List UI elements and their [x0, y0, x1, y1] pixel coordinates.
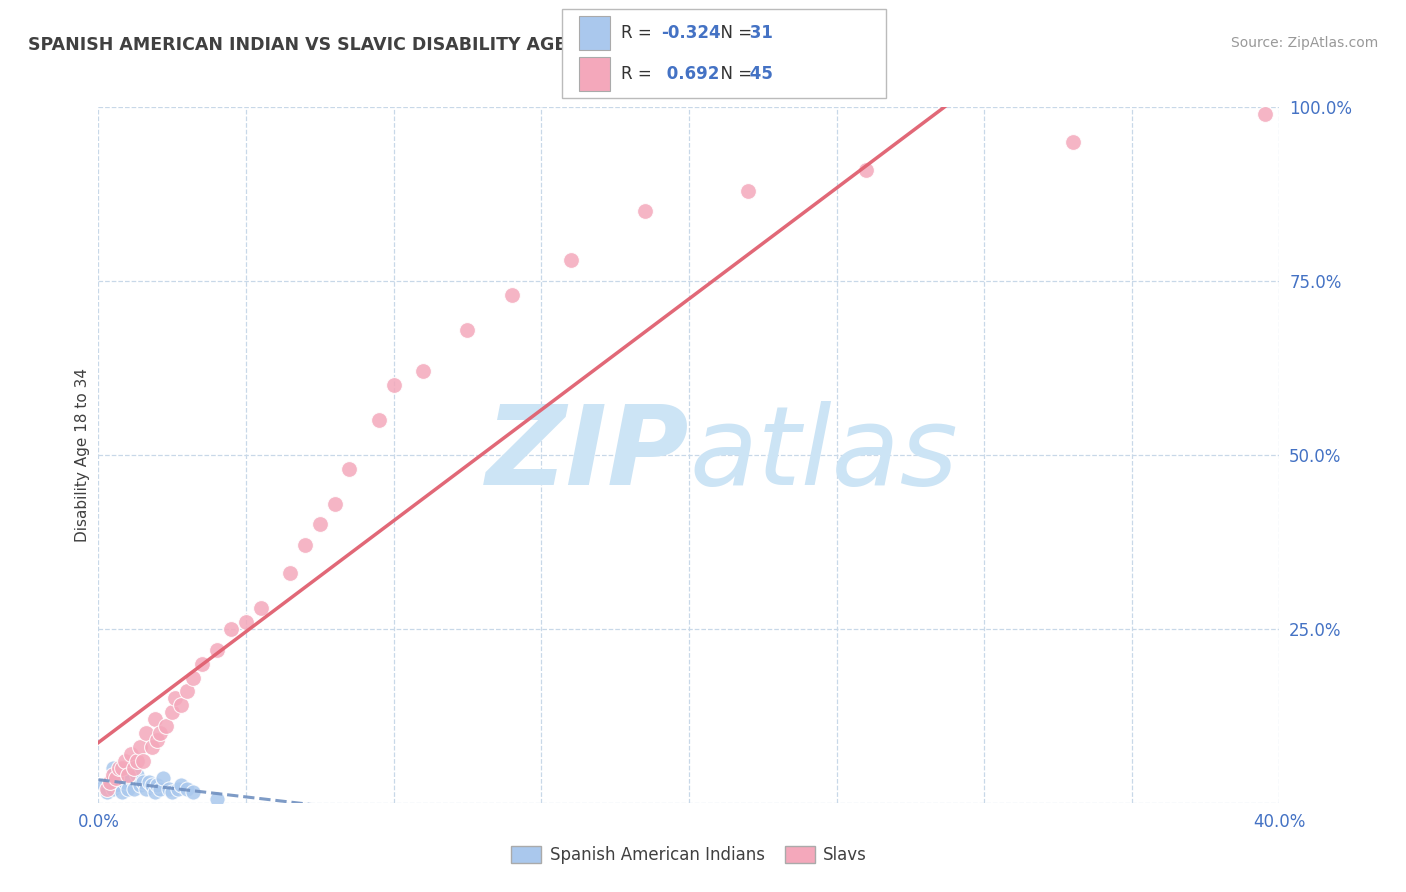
Point: [128, 740, 150, 755]
Text: atlas: atlas: [689, 401, 957, 508]
Point: [457, 323, 479, 337]
Point: [108, 761, 131, 775]
Point: [250, 601, 273, 615]
Point: [155, 719, 177, 733]
Point: [96, 781, 118, 796]
Point: [382, 378, 405, 392]
Text: N =: N =: [710, 65, 758, 83]
Text: R =: R =: [621, 65, 658, 83]
Point: [176, 781, 198, 796]
Text: 0.692: 0.692: [661, 65, 720, 83]
Point: [162, 706, 183, 720]
Point: [103, 781, 125, 796]
Point: [294, 538, 316, 552]
Point: [122, 781, 145, 796]
Point: [105, 778, 128, 793]
Point: [111, 761, 134, 775]
Point: [103, 761, 125, 775]
Text: ZIP: ZIP: [485, 401, 689, 508]
Point: [117, 768, 139, 782]
Point: [114, 754, 136, 768]
Point: [135, 726, 157, 740]
Point: [105, 772, 128, 786]
Point: [737, 184, 759, 198]
Text: N =: N =: [710, 24, 758, 42]
Point: [165, 691, 187, 706]
Legend: Spanish American Indians, Slavs: Spanish American Indians, Slavs: [505, 839, 873, 871]
Point: [98, 775, 121, 789]
Y-axis label: Disability Age 18 to 34: Disability Age 18 to 34: [75, 368, 90, 542]
Point: [132, 775, 155, 789]
Point: [157, 781, 180, 796]
Point: [855, 162, 877, 177]
Point: [125, 754, 148, 768]
Text: 45: 45: [744, 65, 773, 83]
Point: [93, 778, 115, 793]
Point: [560, 253, 582, 268]
Point: [117, 764, 139, 779]
Point: [1062, 135, 1084, 149]
Text: Source: ZipAtlas.com: Source: ZipAtlas.com: [1230, 36, 1378, 50]
Point: [143, 785, 166, 799]
Point: [111, 785, 134, 799]
Point: [339, 462, 361, 476]
Point: [205, 792, 228, 806]
Text: SPANISH AMERICAN INDIAN VS SLAVIC DISABILITY AGE 18 TO 34 CORRELATION CHART: SPANISH AMERICAN INDIAN VS SLAVIC DISABI…: [28, 36, 875, 54]
Text: 31: 31: [744, 24, 773, 42]
Text: R =: R =: [621, 24, 658, 42]
Point: [235, 615, 257, 629]
Point: [122, 761, 145, 775]
Point: [176, 684, 198, 698]
Point: [125, 768, 148, 782]
Point: [120, 772, 142, 786]
Point: [141, 740, 163, 755]
Point: [181, 671, 204, 685]
Point: [149, 726, 172, 740]
Text: -0.324: -0.324: [661, 24, 720, 42]
Point: [634, 204, 657, 219]
Point: [181, 785, 204, 799]
Point: [162, 785, 183, 799]
Point: [170, 698, 193, 713]
Point: [205, 642, 228, 657]
Point: [146, 733, 169, 747]
Point: [149, 781, 172, 796]
Point: [135, 781, 157, 796]
Point: [103, 768, 125, 782]
Point: [146, 778, 169, 793]
Point: [221, 622, 243, 636]
Point: [368, 413, 391, 427]
Point: [323, 497, 346, 511]
Point: [1254, 107, 1277, 121]
Point: [309, 517, 332, 532]
Point: [128, 778, 150, 793]
Point: [108, 772, 131, 786]
Point: [412, 364, 434, 378]
Point: [501, 288, 523, 302]
Point: [170, 778, 193, 793]
Point: [98, 775, 121, 789]
Point: [96, 785, 118, 799]
Point: [143, 712, 166, 726]
Point: [111, 768, 134, 782]
Point: [138, 775, 160, 789]
Point: [114, 775, 136, 789]
Point: [120, 747, 142, 761]
Point: [280, 566, 302, 581]
Point: [152, 772, 174, 786]
Point: [132, 754, 155, 768]
Point: [117, 781, 139, 796]
Point: [191, 657, 214, 671]
Point: [167, 781, 190, 796]
Point: [141, 778, 163, 793]
